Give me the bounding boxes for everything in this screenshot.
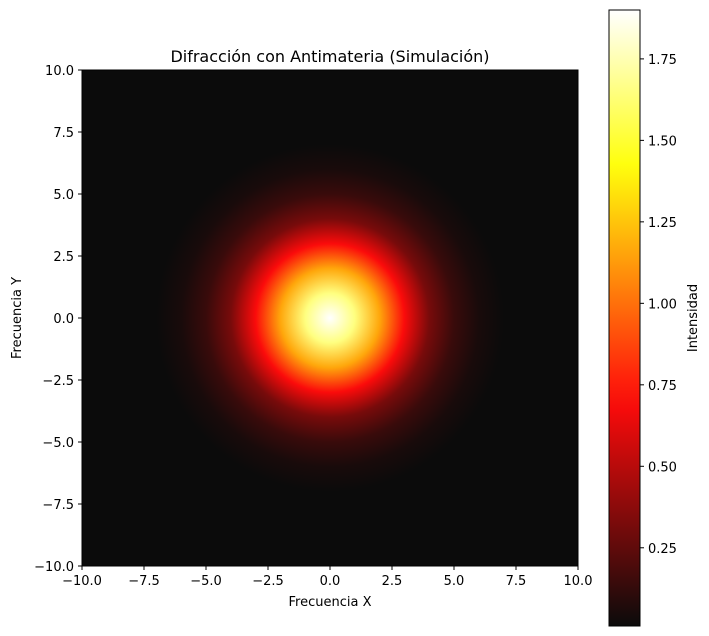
colorbar-tick-label: 1.00 bbox=[648, 297, 677, 312]
y-tick-label: 2.5 bbox=[53, 250, 74, 265]
y-tick-label: −2.5 bbox=[42, 374, 74, 389]
x-tick-label: 10.0 bbox=[564, 574, 593, 589]
chart-title: Difracción con Antimateria (Simulación) bbox=[170, 47, 489, 66]
colorbar-tick-label: 1.25 bbox=[648, 216, 677, 231]
y-tick-label: 5.0 bbox=[53, 188, 74, 203]
y-tick-label: −5.0 bbox=[42, 436, 74, 451]
heatmap-plot-area bbox=[82, 70, 578, 566]
y-axis-label: Frecuencia Y bbox=[10, 277, 25, 359]
x-tick-label: 5.0 bbox=[444, 574, 465, 589]
colorbar-label: Intensidad bbox=[686, 284, 701, 352]
colorbar-tick-label: 0.75 bbox=[648, 379, 677, 394]
y-tick-label: 0.0 bbox=[53, 312, 74, 327]
colorbar-tick-label: 0.50 bbox=[648, 460, 677, 475]
colorbar-tick-label: 1.50 bbox=[648, 134, 677, 149]
x-axis-label: Frecuencia X bbox=[289, 595, 372, 610]
colorbar bbox=[608, 9, 641, 627]
x-tick-label: −2.5 bbox=[252, 574, 284, 589]
y-tick-label: 10.0 bbox=[45, 64, 74, 79]
x-tick-label: −5.0 bbox=[190, 574, 222, 589]
x-tick-label: 2.5 bbox=[382, 574, 403, 589]
y-tick-label: −10.0 bbox=[34, 560, 74, 575]
y-axis-ticks: −10.0 −7.5 −5.0 −2.5 0.0 2.5 5.0 7.5 10.0 bbox=[34, 64, 82, 575]
x-tick-label: 0.0 bbox=[320, 574, 341, 589]
x-axis-ticks: −10.0 −7.5 −5.0 −2.5 0.0 2.5 5.0 7.5 10.0 bbox=[62, 566, 592, 589]
colorbar-ticks: 0.25 0.50 0.75 1.00 1.25 1.50 1.75 bbox=[640, 53, 677, 557]
colorbar-tick-label: 0.25 bbox=[648, 542, 677, 557]
colorbar-tick-label: 1.75 bbox=[648, 53, 677, 68]
y-tick-label: 7.5 bbox=[53, 126, 74, 141]
x-tick-label: −7.5 bbox=[128, 574, 160, 589]
x-tick-label: 7.5 bbox=[506, 574, 527, 589]
x-tick-label: −10.0 bbox=[62, 574, 102, 589]
y-tick-label: −7.5 bbox=[42, 498, 74, 513]
